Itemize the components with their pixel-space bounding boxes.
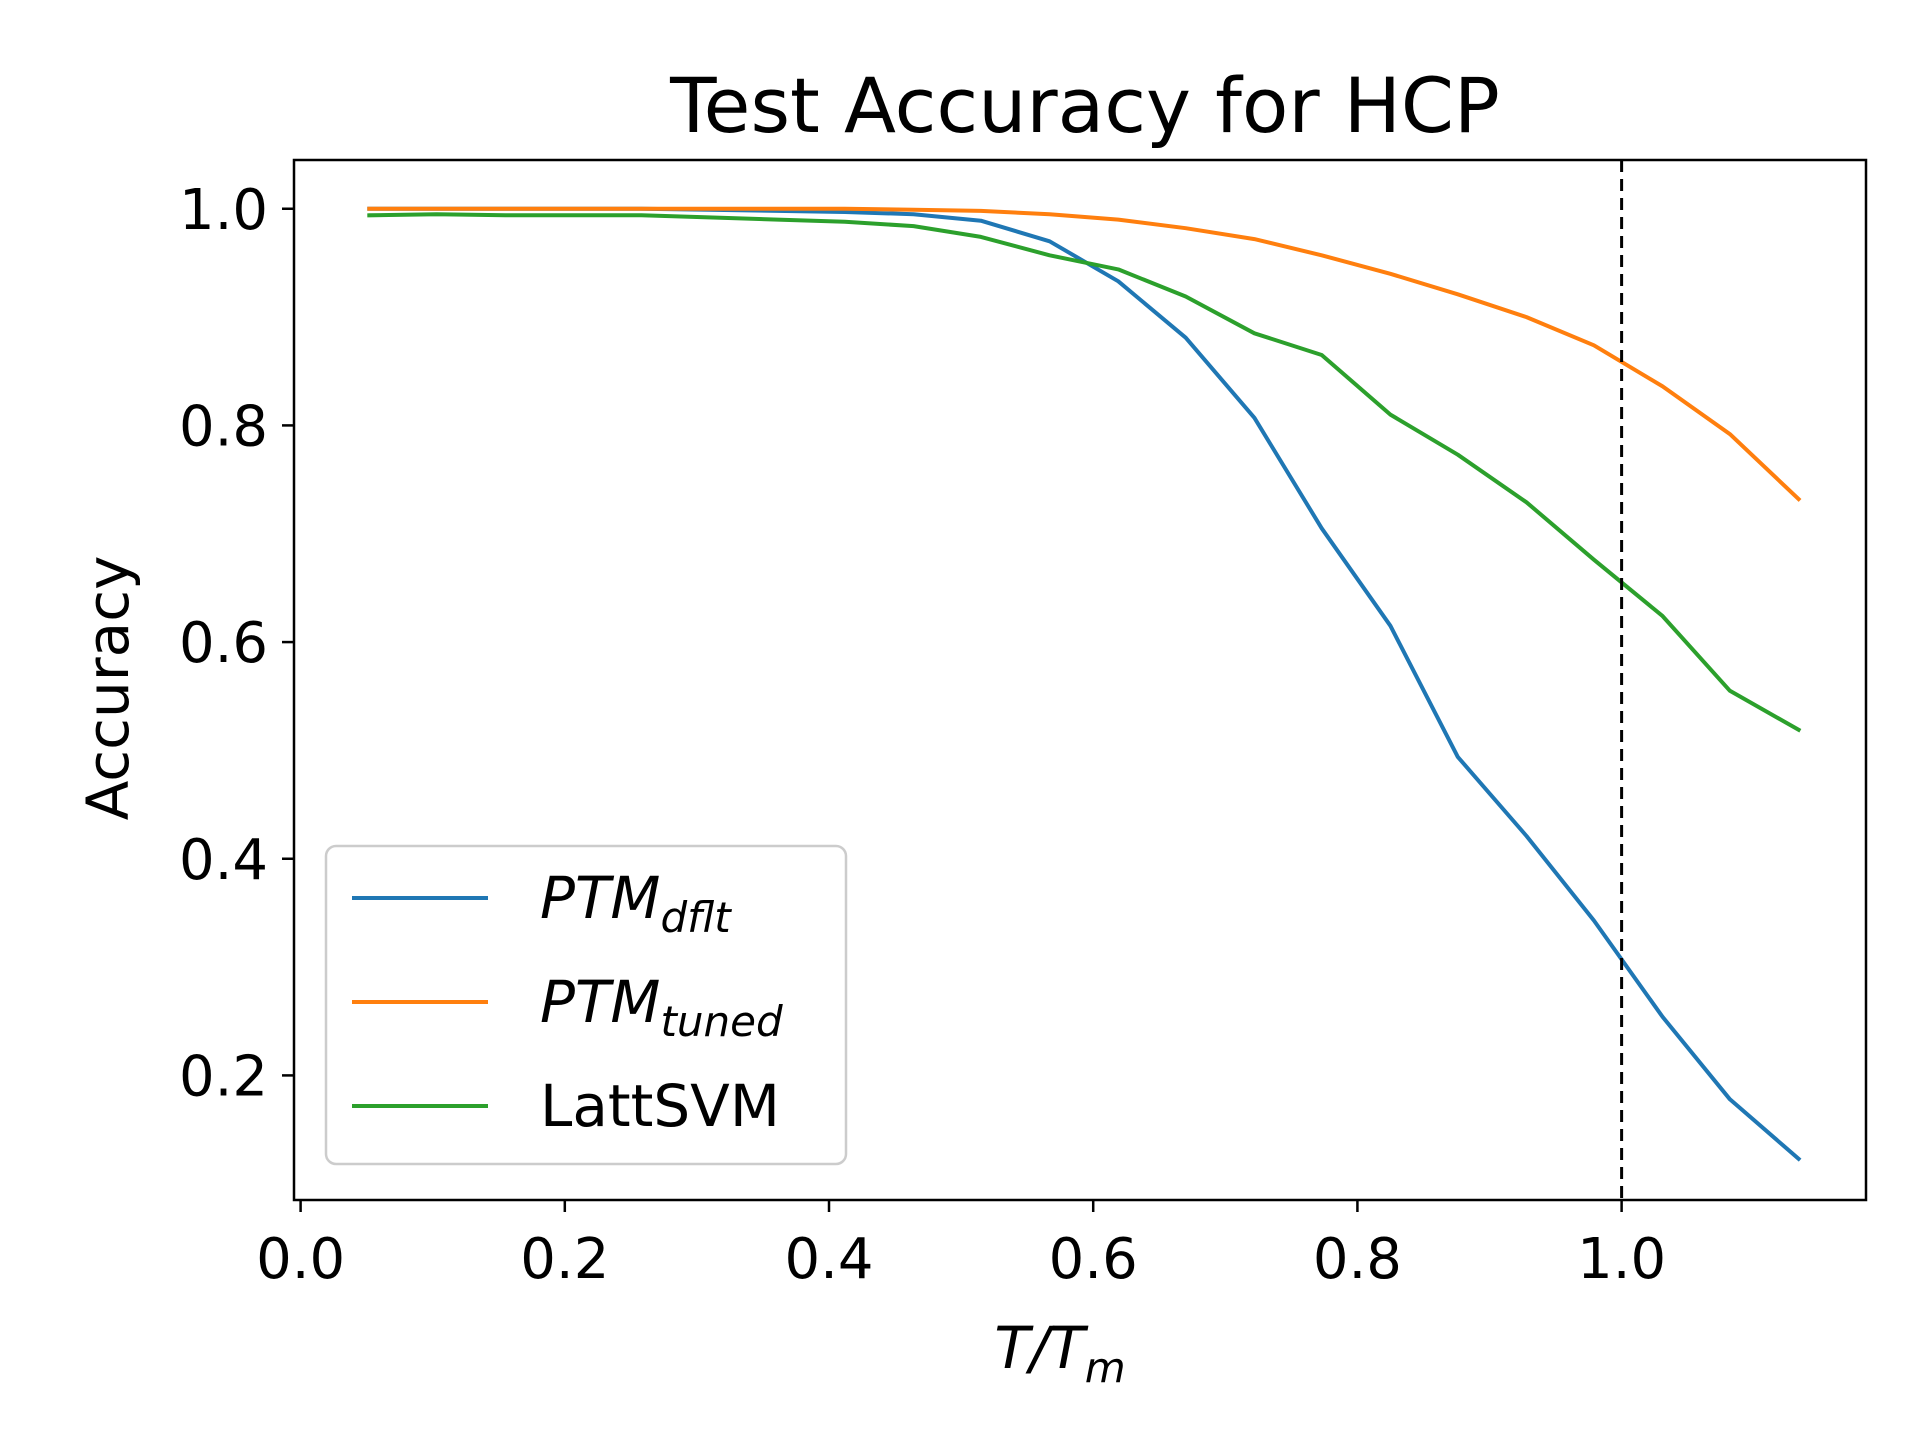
series-line-2 [367, 212, 1802, 733]
x-tick-label: 0.2 [520, 1227, 609, 1292]
y-tick-label: 0.6 [179, 611, 268, 676]
plot-frame [292, 158, 1868, 1202]
chart-title: Test Accuracy for HCP [669, 61, 1500, 150]
x-tick-label: 0.6 [1049, 1227, 1138, 1292]
legend-box [324, 844, 848, 1166]
plot-area [367, 160, 1802, 1200]
y-axis-label: Accuracy [74, 556, 142, 821]
x-tick-label: 0.8 [1313, 1227, 1402, 1292]
y-tick-label: 0.2 [179, 1044, 268, 1109]
x-axis-label-subscript: m [1085, 1343, 1126, 1392]
legend-label-main: PTM [540, 864, 660, 932]
series-line-1 [367, 206, 1802, 502]
legend-label-main: PTM [540, 968, 660, 1036]
legend-label-2: LattSVM [540, 1072, 780, 1140]
x-axis-label: T/Tm [994, 1314, 1125, 1392]
x-tick-label: 1.0 [1577, 1227, 1666, 1292]
axes: 0.0 0.2 0.4 0.6 0.8 1.0 0.2 0.4 0.6 0.8 1.0 [179, 158, 1868, 1292]
y-tick-label: 0.4 [179, 828, 268, 893]
y-tick-label: 1.0 [179, 178, 268, 243]
legend-label-subscript: dflt [660, 893, 732, 942]
x-tick-label: 0.4 [784, 1227, 873, 1292]
legend-label-subscript: tuned [660, 997, 783, 1046]
x-axis-label-main: T/T [994, 1314, 1089, 1382]
legend-label-0: PTMdflt [540, 864, 732, 942]
x-tick-label: 0.0 [256, 1227, 345, 1292]
legend-label-1: PTMtuned [540, 968, 783, 1046]
y-tick-label: 0.8 [179, 394, 268, 459]
